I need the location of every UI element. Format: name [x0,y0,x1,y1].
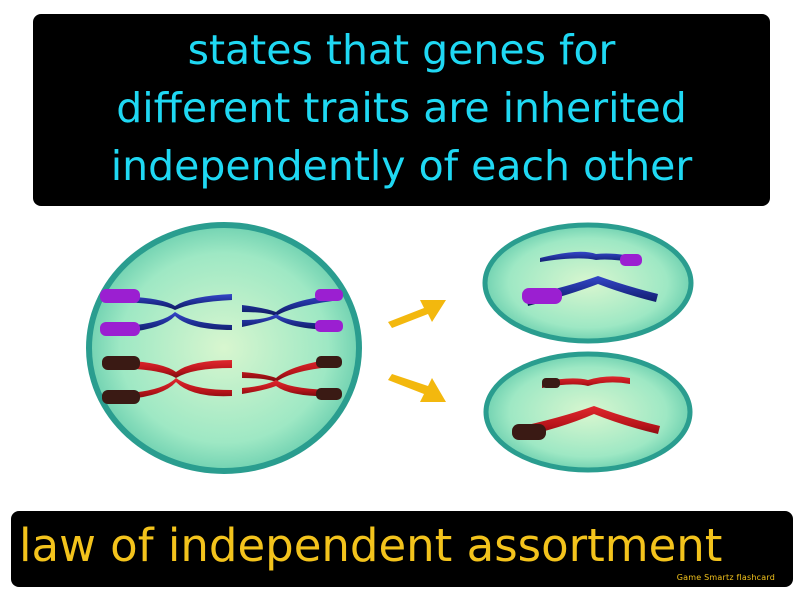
chromosome-icon [242,356,342,400]
independent-assortment-diagram [86,222,694,474]
chromosome-icon [522,276,658,306]
chromosome-icon [242,289,343,332]
credit-text: Game Smartz flashcard [676,573,775,582]
term-title: law of independent assortment [19,519,723,572]
chromosome-icon [512,406,660,440]
chromosome-icon [100,289,232,336]
arrow-right-icon [388,300,446,328]
definition-box: states that genes for different traits a… [33,14,770,206]
definition-line: states that genes for [187,26,616,74]
definition-line: different traits are inherited [116,84,687,132]
chromosome-icon [540,251,642,266]
definition-text: states that genes for different traits a… [111,21,693,195]
definition-line: independently of each other [110,142,693,190]
chromosome-icon [542,376,630,388]
parent-cell-icon [86,222,362,474]
chromosome-icon [102,356,232,404]
term-box: law of independent assortment Game Smart… [11,511,793,587]
arrow-right-icon [388,374,446,402]
